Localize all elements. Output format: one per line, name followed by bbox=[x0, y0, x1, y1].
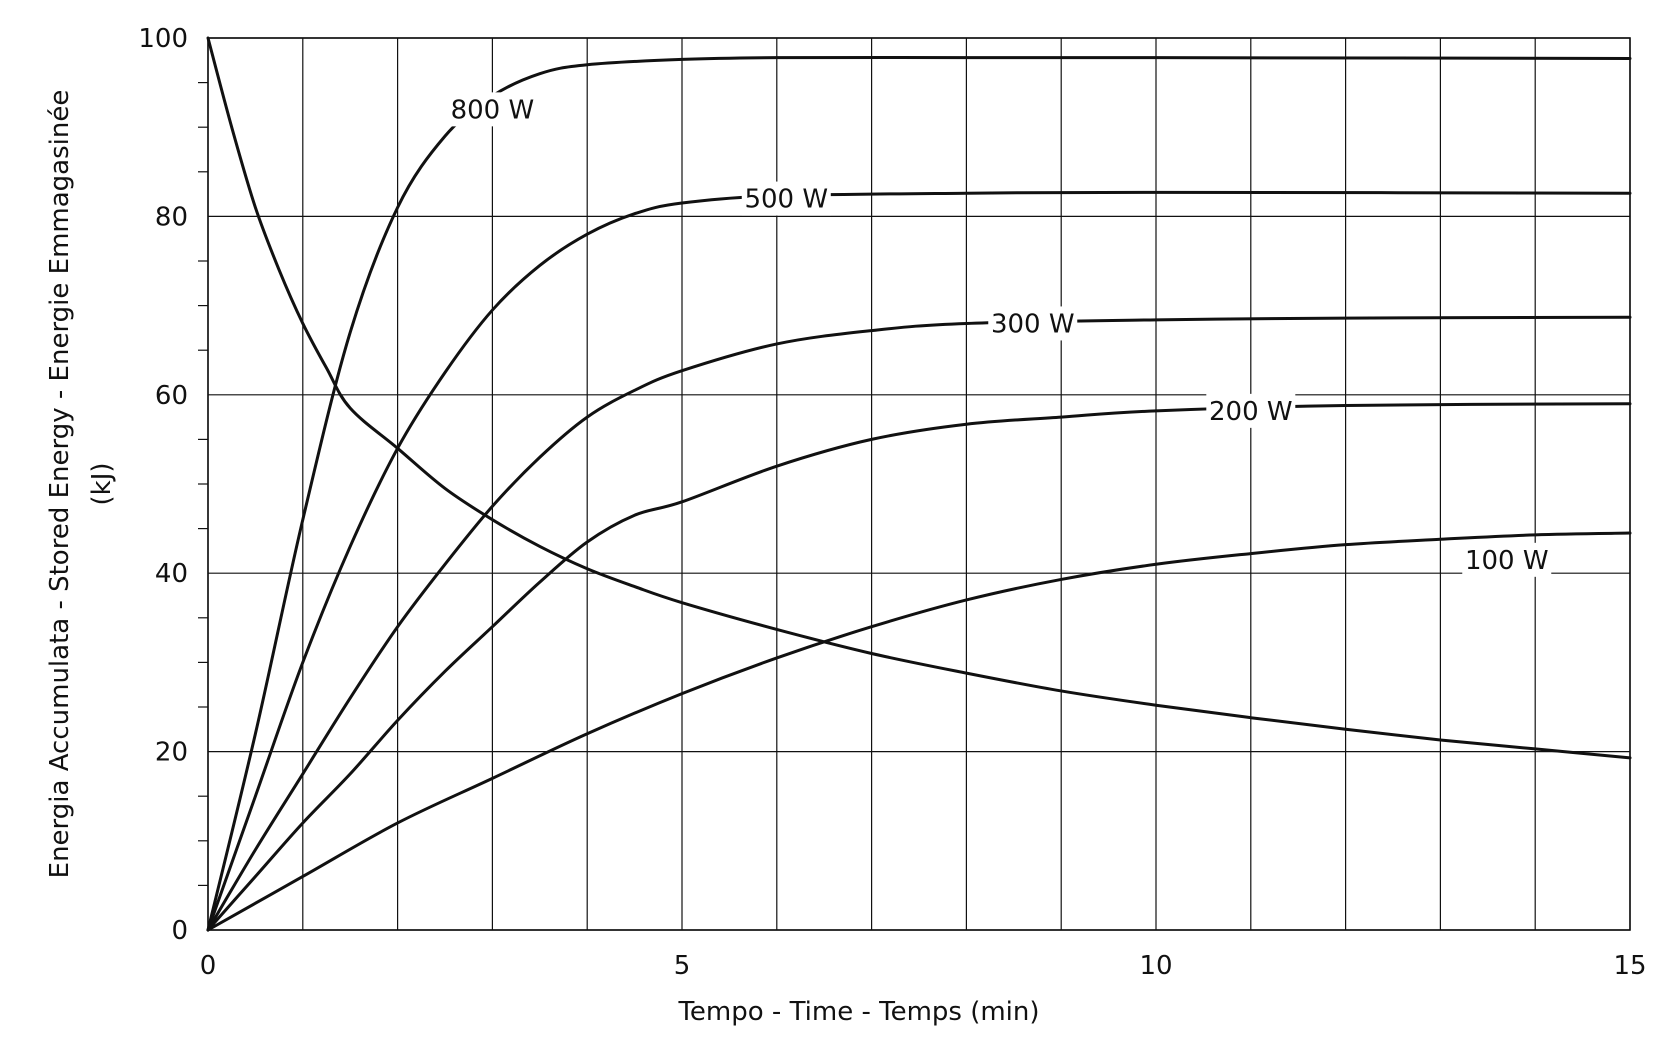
series-label-500-w: 500 W bbox=[744, 185, 828, 215]
x-tick-label: 5 bbox=[674, 951, 691, 981]
y-axis-title-line-1: Energia Accumulata - Stored Energy - Ene… bbox=[45, 90, 75, 879]
y-tick-label: 20 bbox=[155, 738, 188, 768]
series-label-100-w: 100 W bbox=[1465, 546, 1549, 576]
plot-frame bbox=[207, 37, 1631, 931]
y-tick-labels: 0 20 40 60 80 100 bbox=[138, 24, 188, 946]
series-label-bg-500-w bbox=[741, 181, 831, 216]
series-labels: 800 W 500 W 300 W 200 W 100 W bbox=[447, 92, 1552, 577]
y-tick-label: 100 bbox=[138, 24, 188, 54]
y-tick-label: 80 bbox=[155, 202, 188, 232]
x-tick-label: 15 bbox=[1613, 951, 1646, 981]
series-line-100-w bbox=[206, 531, 1632, 932]
series-line-200-w bbox=[206, 402, 1632, 932]
x-tick-label: 10 bbox=[1139, 951, 1172, 981]
y-tick-label: 0 bbox=[171, 916, 188, 946]
series-line-800-w bbox=[206, 55, 1632, 932]
series-line-500-w bbox=[206, 190, 1632, 932]
series-label-bg-100-w bbox=[1462, 542, 1552, 577]
series-label-bg-300-w bbox=[988, 306, 1078, 341]
y-tick-label: 60 bbox=[155, 381, 188, 411]
series-line-300-w bbox=[206, 315, 1632, 932]
series-label-bg-800-w bbox=[447, 92, 537, 127]
series-label-800-w: 800 W bbox=[451, 95, 535, 125]
series-label-bg-200-w bbox=[1206, 393, 1296, 428]
x-tick-labels: 0 5 10 15 bbox=[200, 951, 1647, 981]
y-tick-label: 40 bbox=[155, 559, 188, 589]
x-axis-title: Tempo - Time - Temps (min) bbox=[677, 997, 1039, 1027]
y-axis-title: Energia Accumulata - Stored Energy - Ene… bbox=[45, 90, 117, 879]
series-lines bbox=[206, 36, 1632, 932]
series-label-300-w: 300 W bbox=[991, 309, 1075, 339]
grid-lines bbox=[207, 37, 1631, 931]
x-tick-label: 0 bbox=[200, 951, 217, 981]
y-minor-ticks bbox=[198, 81, 208, 887]
y-axis-title-line-2: (kJ) bbox=[87, 462, 117, 505]
series-label-200-w: 200 W bbox=[1209, 397, 1293, 427]
series-line-decay bbox=[206, 36, 1632, 760]
